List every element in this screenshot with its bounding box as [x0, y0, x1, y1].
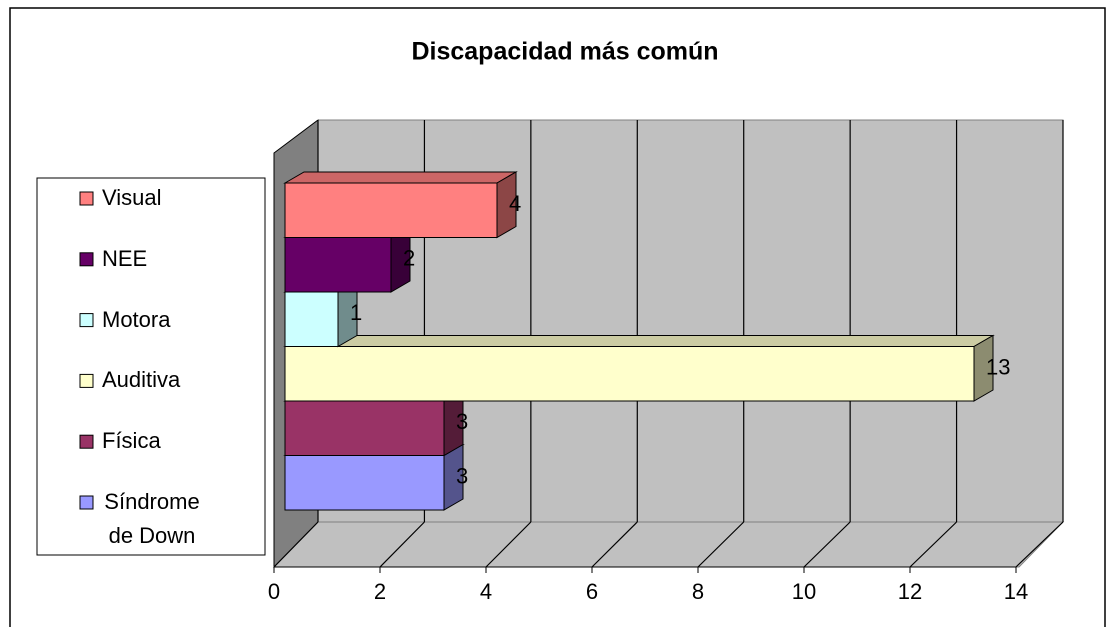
legend-label-box: Síndrome de Down: [104, 489, 200, 548]
floor-grid-line: [379, 521, 425, 568]
bar: [284, 455, 445, 511]
floor-grid-line: [591, 521, 638, 568]
bar: [284, 400, 445, 456]
legend-label: Física: [102, 428, 161, 454]
x-tick-label: 0: [268, 579, 280, 604]
x-tick-label: 10: [792, 579, 816, 604]
value-label: 1: [350, 300, 362, 325]
x-tick-label: 2: [374, 579, 386, 604]
x-tick-label: 12: [898, 579, 922, 604]
bar-top: [283, 171, 518, 184]
floor-grid-line: [803, 521, 851, 568]
value-label: 3: [456, 463, 468, 488]
legend: [36, 177, 266, 556]
floor-grid-line: [909, 521, 957, 568]
x-tick-label: 8: [692, 579, 704, 604]
floor-grid-line: [485, 521, 532, 568]
legend-swatch: [79, 434, 94, 449]
bar: [284, 237, 392, 293]
legend-label: NEE: [102, 245, 148, 271]
x-tick-label: 6: [586, 579, 598, 604]
x-tick-label: 14: [1004, 579, 1028, 604]
bar-top: [283, 335, 995, 347]
x-tick-label: 4: [480, 579, 492, 604]
legend-label: Visual: [102, 185, 162, 210]
legend-label-box: NEE: [102, 245, 148, 271]
legend-swatch: [79, 373, 94, 388]
legend-label-box: Física: [102, 428, 161, 454]
legend-label-box: Auditiva: [102, 367, 181, 393]
legend-label: Síndrome de Down: [104, 489, 200, 548]
legend-swatch: [79, 191, 94, 206]
chart-title: Discapacidad más común: [411, 38, 718, 66]
value-label: 2: [403, 245, 415, 270]
floor-grid-line: [1015, 521, 1064, 568]
bar: [284, 291, 339, 347]
bar: [284, 182, 498, 238]
value-label: 3: [456, 409, 468, 434]
legend-label-box: Motora: [102, 306, 171, 332]
legend-swatch: [79, 252, 94, 267]
legend-swatch: [79, 495, 94, 510]
value-label: 4: [509, 191, 521, 216]
floor-grid-line: [697, 521, 745, 568]
legend-label: Auditiva: [102, 367, 181, 393]
bar: [284, 346, 975, 402]
floor-grid-line: [273, 521, 319, 568]
legend-label-box: Visual: [102, 185, 162, 210]
floor: [272, 521, 1065, 568]
legend-label: Motora: [102, 306, 171, 332]
value-label: 13: [986, 354, 1010, 379]
legend-swatch: [79, 313, 94, 328]
